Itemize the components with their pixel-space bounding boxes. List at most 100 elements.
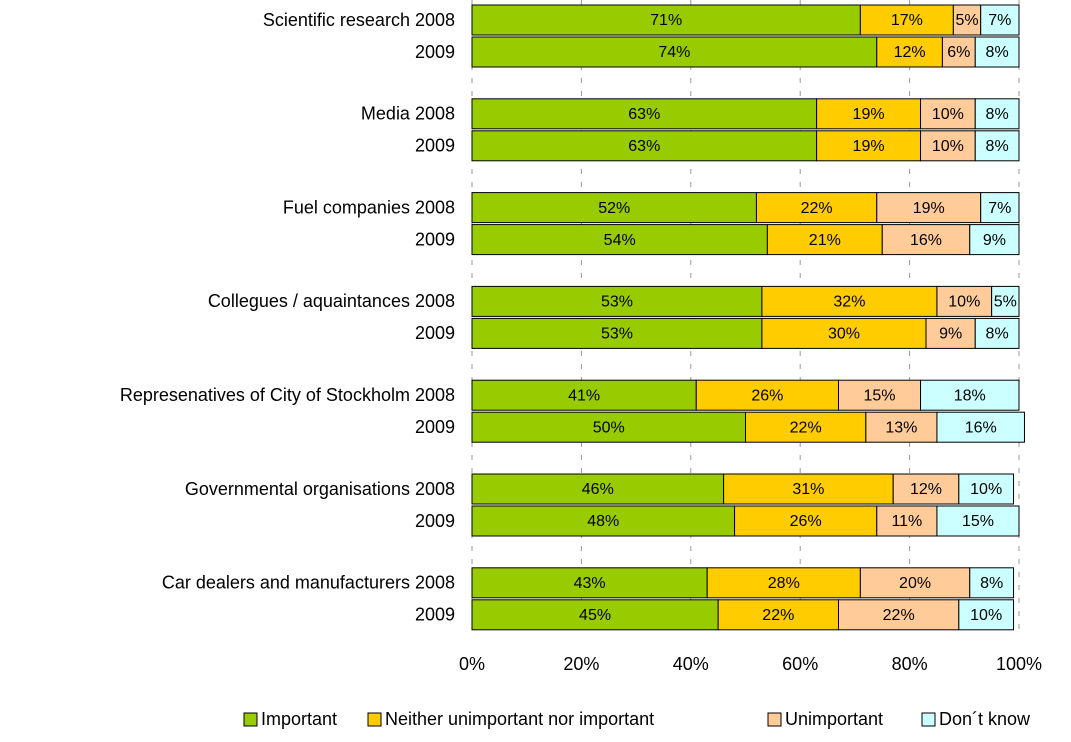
- data-label: 48%: [587, 513, 619, 530]
- bar-segment: [865, 411, 938, 443]
- bar-segment: [837, 379, 922, 411]
- x-tick-label: 60%: [782, 654, 818, 674]
- bar-segment: [920, 379, 1020, 411]
- data-label: 28%: [768, 575, 800, 592]
- bar-segment: [471, 411, 746, 443]
- legend-swatch: [367, 712, 382, 727]
- y-tick-label: 2009: [415, 605, 455, 625]
- data-label: 7%: [988, 200, 1011, 217]
- data-label: 7%: [988, 12, 1011, 29]
- data-label: 15%: [863, 387, 895, 404]
- data-label: 26%: [751, 387, 783, 404]
- bar-segment: [471, 98, 818, 130]
- bar-segment: [859, 567, 971, 599]
- data-label: 63%: [628, 106, 660, 123]
- data-label: 12%: [910, 481, 942, 498]
- data-label: 74%: [658, 44, 690, 61]
- y-tick-label: 2009: [415, 323, 455, 343]
- y-tick-label: Media 2008: [361, 104, 455, 124]
- data-label: 8%: [986, 106, 1009, 123]
- y-tick-label: Collegues / aquaintances 2008: [208, 291, 455, 311]
- bar-segment: [936, 285, 993, 317]
- y-tick-label: Governmental organisations 2008: [185, 479, 455, 499]
- data-label: 10%: [932, 106, 964, 123]
- bar-segment: [974, 130, 1020, 162]
- data-label: 30%: [828, 326, 860, 343]
- bar-segment: [471, 599, 719, 631]
- y-tick-label: 2009: [415, 229, 455, 249]
- bar-segment: [816, 98, 922, 130]
- legend-swatch: [767, 712, 782, 727]
- bar-segment: [859, 4, 954, 36]
- legend-label: Neither unimportant nor important: [385, 709, 654, 729]
- data-label: 22%: [790, 419, 822, 436]
- data-label: 15%: [962, 513, 994, 530]
- data-label: 16%: [965, 419, 997, 436]
- bar-segment: [471, 473, 725, 505]
- bar-segment: [920, 98, 976, 130]
- data-label: 10%: [948, 294, 980, 311]
- bar-segment: [723, 473, 894, 505]
- bar-segment: [766, 224, 883, 256]
- x-tick-label: 0%: [459, 654, 485, 674]
- data-label: 10%: [932, 138, 964, 155]
- bar-segment: [706, 567, 861, 599]
- data-label: 18%: [954, 387, 986, 404]
- bar-segment: [936, 505, 1020, 537]
- data-label: 5%: [994, 294, 1017, 311]
- bar-segment: [837, 599, 960, 631]
- data-label: 32%: [833, 294, 865, 311]
- bar-segment: [980, 192, 1020, 224]
- data-label: 9%: [983, 232, 1006, 249]
- data-label: 10%: [970, 607, 1002, 624]
- bar-segment: [991, 285, 1020, 317]
- legend-label: Unimportant: [785, 709, 883, 729]
- y-tick-label: 2009: [415, 42, 455, 62]
- data-label: 53%: [601, 294, 633, 311]
- data-label: 26%: [790, 513, 822, 530]
- y-tick-label: 2009: [415, 136, 455, 156]
- x-tick-label: 20%: [563, 654, 599, 674]
- bar-segment: [471, 317, 763, 349]
- bar-segment: [969, 567, 1015, 599]
- data-label: 13%: [885, 419, 917, 436]
- legend-swatch: [921, 712, 936, 727]
- data-label: 19%: [853, 106, 885, 123]
- data-label: 8%: [980, 575, 1003, 592]
- bar-segment: [471, 505, 736, 537]
- y-tick-label: Represenatives of City of Stockholm 2008: [120, 385, 455, 405]
- data-label: 8%: [986, 138, 1009, 155]
- x-tick-label: 40%: [673, 654, 709, 674]
- data-label: 17%: [891, 12, 923, 29]
- bar-segment: [876, 36, 943, 68]
- bar-segment: [936, 411, 1025, 443]
- data-label: 54%: [604, 232, 636, 249]
- data-label: 52%: [598, 200, 630, 217]
- data-label: 21%: [809, 232, 841, 249]
- bar-segment: [761, 285, 938, 317]
- y-tick-label: 2009: [415, 511, 455, 531]
- data-label: 22%: [883, 607, 915, 624]
- data-label: 53%: [601, 326, 633, 343]
- bar-segment: [471, 567, 708, 599]
- bar-segment: [974, 317, 1020, 349]
- data-label: 22%: [801, 200, 833, 217]
- bar-segment: [876, 192, 982, 224]
- data-label: 11%: [891, 513, 922, 530]
- bar-segment: [471, 285, 763, 317]
- bar-segment: [974, 36, 1020, 68]
- data-label: 20%: [899, 575, 931, 592]
- bar-segment: [958, 599, 1015, 631]
- bar-segment: [717, 599, 839, 631]
- x-tick-label: 80%: [892, 654, 928, 674]
- legend-swatch: [243, 712, 258, 727]
- bar-segment: [816, 130, 922, 162]
- data-label: 16%: [910, 232, 942, 249]
- y-tick-label: Scientific research 2008: [263, 10, 455, 30]
- data-label: 19%: [913, 200, 945, 217]
- legend-label: Important: [261, 709, 337, 729]
- bar-segment: [876, 505, 938, 537]
- bar-segment: [969, 224, 1020, 256]
- bar-segment: [471, 4, 861, 36]
